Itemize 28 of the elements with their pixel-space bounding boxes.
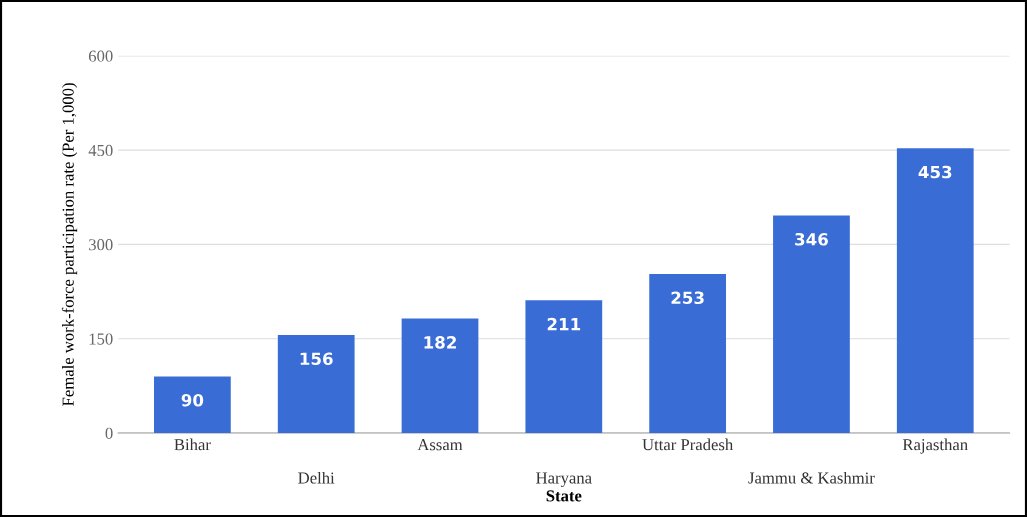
data-label: 90 xyxy=(181,393,204,407)
y-tick-label: 600 xyxy=(88,50,113,62)
bar xyxy=(525,300,603,433)
x-tick-label: Bihar xyxy=(174,438,211,451)
bar xyxy=(649,273,727,433)
y-tick-label: 300 xyxy=(89,239,113,251)
x-axis-title: State xyxy=(546,490,582,502)
data-label: 253 xyxy=(671,291,704,305)
data-label: 211 xyxy=(547,317,581,331)
data-label: 182 xyxy=(424,336,456,349)
x-tick-label: Jammu & Kashmir xyxy=(748,471,875,484)
y-tick-label: 150 xyxy=(89,333,113,345)
y-tick-label: 0 xyxy=(105,427,113,439)
x-tick-label: Rajasthan xyxy=(902,438,968,454)
bar xyxy=(277,334,355,433)
data-label: 453 xyxy=(918,165,952,179)
x-tick-label: Delhi xyxy=(298,471,335,484)
y-axis-title: Female work-force participation rate (Per 1,000) xyxy=(61,83,78,406)
bar xyxy=(773,215,850,433)
bar xyxy=(154,376,231,433)
data-label: 346 xyxy=(795,232,828,246)
y-tick-label: 450 xyxy=(88,144,113,157)
bar xyxy=(401,318,479,433)
data-label: 156 xyxy=(300,352,333,366)
x-tick-label: Haryana xyxy=(536,472,592,487)
x-tick-label: Uttar Pradesh xyxy=(642,438,733,451)
x-tick-label: Assam xyxy=(417,439,463,451)
bar xyxy=(896,148,974,433)
